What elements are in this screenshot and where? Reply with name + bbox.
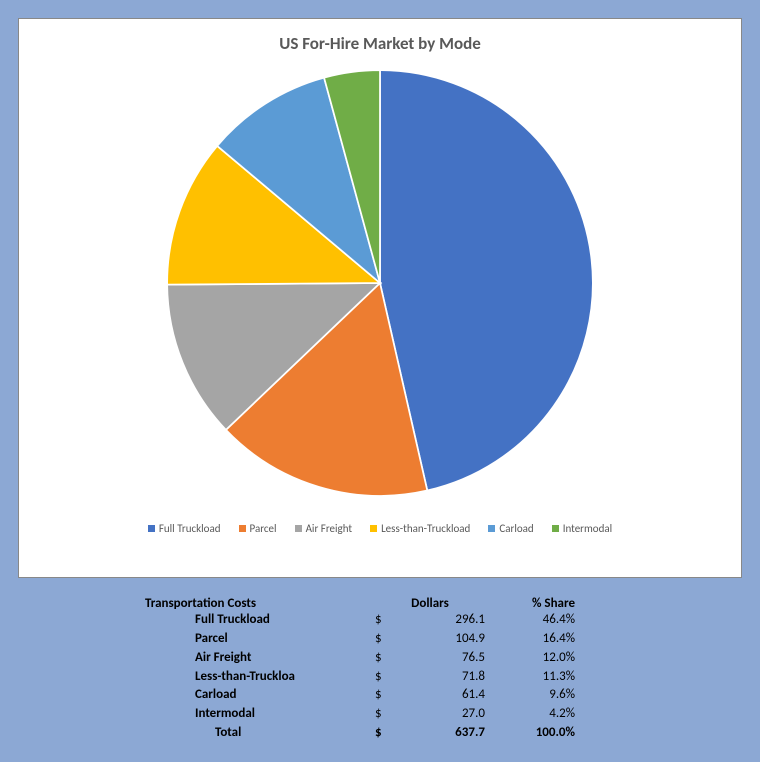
- legend-swatch: [239, 525, 246, 532]
- legend-swatch: [148, 525, 155, 532]
- legend-label: Full Truckload: [159, 522, 221, 535]
- row-share: 16.4%: [485, 630, 575, 649]
- table-total-row: Total $ 637.7 100.0%: [145, 724, 615, 743]
- legend-label: Parcel: [250, 522, 277, 535]
- table-row: Intermodal$27.04.2%: [145, 705, 615, 724]
- data-table: Transportation Costs Dollars % Share Ful…: [145, 596, 615, 743]
- legend-label: Less-than-Truckload: [381, 522, 470, 535]
- legend-label: Air Freight: [306, 522, 353, 535]
- row-label: Intermodal: [145, 705, 375, 724]
- row-label: Carload: [145, 686, 375, 705]
- legend-item: Parcel: [239, 522, 277, 535]
- table-row: Less-than-Truckloa$71.811.3%: [145, 668, 615, 687]
- chart-title: US For-Hire Market by Mode: [279, 33, 481, 54]
- total-label: Total: [145, 724, 375, 743]
- legend-item: Intermodal: [552, 522, 612, 535]
- table-body: Full Truckload$296.146.4%Parcel$104.916.…: [145, 611, 615, 724]
- table-row: Air Freight$76.512.0%: [145, 649, 615, 668]
- row-dollars: $71.8: [375, 668, 485, 687]
- table-row: Full Truckload$296.146.4%: [145, 611, 615, 630]
- col-header-label: Transportation Costs: [145, 596, 375, 611]
- outer-frame: US For-Hire Market by Mode Full Truckloa…: [0, 0, 760, 743]
- chart-card: US For-Hire Market by Mode Full Truckloa…: [18, 18, 742, 578]
- legend-swatch: [295, 525, 302, 532]
- row-label: Air Freight: [145, 649, 375, 668]
- col-header-dollars: Dollars: [375, 596, 485, 611]
- row-dollars: $61.4: [375, 686, 485, 705]
- table-header-row: Transportation Costs Dollars % Share: [145, 596, 615, 611]
- legend-swatch: [370, 525, 377, 532]
- legend-item: Air Freight: [295, 522, 353, 535]
- legend-item: Carload: [488, 522, 533, 535]
- legend-label: Intermodal: [563, 522, 612, 535]
- row-dollars: $27.0: [375, 705, 485, 724]
- table-row: Carload$61.49.6%: [145, 686, 615, 705]
- total-share: 100.0%: [485, 724, 575, 743]
- row-share: 12.0%: [485, 649, 575, 668]
- row-share: 4.2%: [485, 705, 575, 724]
- legend-swatch: [552, 525, 559, 532]
- pie-chart: [165, 68, 595, 498]
- row-dollars: $104.9: [375, 630, 485, 649]
- row-label: Less-than-Truckloa: [145, 668, 375, 687]
- row-label: Parcel: [145, 630, 375, 649]
- pie-svg: [165, 68, 595, 498]
- row-share: 9.6%: [485, 686, 575, 705]
- row-share: 46.4%: [485, 611, 575, 630]
- row-label: Full Truckload: [145, 611, 375, 630]
- legend-item: Less-than-Truckload: [370, 522, 470, 535]
- row-share: 11.3%: [485, 668, 575, 687]
- total-dollars: $ 637.7: [375, 724, 485, 743]
- legend-swatch: [488, 525, 495, 532]
- row-dollars: $76.5: [375, 649, 485, 668]
- table-row: Parcel$104.916.4%: [145, 630, 615, 649]
- legend-item: Full Truckload: [148, 522, 221, 535]
- legend-label: Carload: [499, 522, 533, 535]
- chart-legend: Full Truckload Parcel Air Freight Less-than…: [148, 522, 612, 535]
- row-dollars: $296.1: [375, 611, 485, 630]
- col-header-share: % Share: [485, 596, 575, 611]
